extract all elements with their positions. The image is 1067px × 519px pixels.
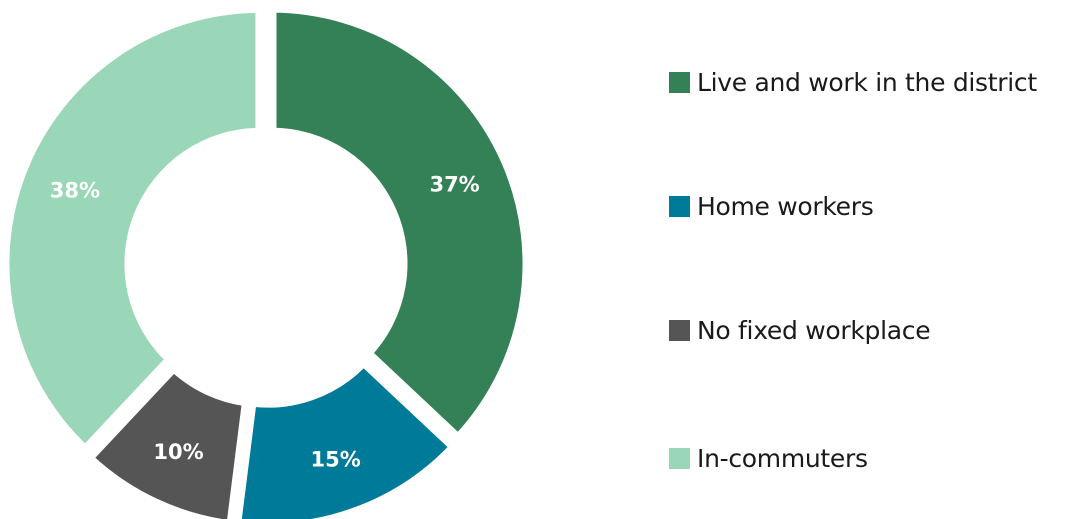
legend-label-live-and-work: Live and work in the district xyxy=(697,68,1037,97)
legend-swatch-live-and-work xyxy=(669,72,690,93)
slice-label-no-fixed-workplace: 10% xyxy=(153,440,203,464)
slice-gap-no-fixed-workplace xyxy=(81,359,253,519)
slice-gap-home-workers xyxy=(231,354,462,519)
legend-item-no-fixed-workplace: No fixed workplace xyxy=(669,316,931,345)
legend-label-no-fixed-workplace: No fixed workplace xyxy=(697,316,931,345)
legend-swatch-in-commuters xyxy=(669,448,690,469)
legend-swatch-no-fixed-workplace xyxy=(669,320,690,341)
slice-label-in-commuters: 38% xyxy=(50,178,100,202)
legend-item-in-commuters: In-commuters xyxy=(669,444,868,473)
slice-label-live-and-work-in-the-district: 37% xyxy=(429,172,479,196)
legend-item-home-workers: Home workers xyxy=(669,192,874,221)
legend-item-live-and-work: Live and work in the district xyxy=(669,68,1037,97)
legend-label-in-commuters: In-commuters xyxy=(697,444,868,473)
legend-label-home-workers: Home workers xyxy=(697,192,874,221)
legend-swatch-home-workers xyxy=(669,196,690,217)
slice-gap-live-and-work-in-the-district xyxy=(266,2,533,446)
slice-label-home-workers: 15% xyxy=(310,447,360,471)
slice-gap-in-commuters xyxy=(0,2,266,458)
